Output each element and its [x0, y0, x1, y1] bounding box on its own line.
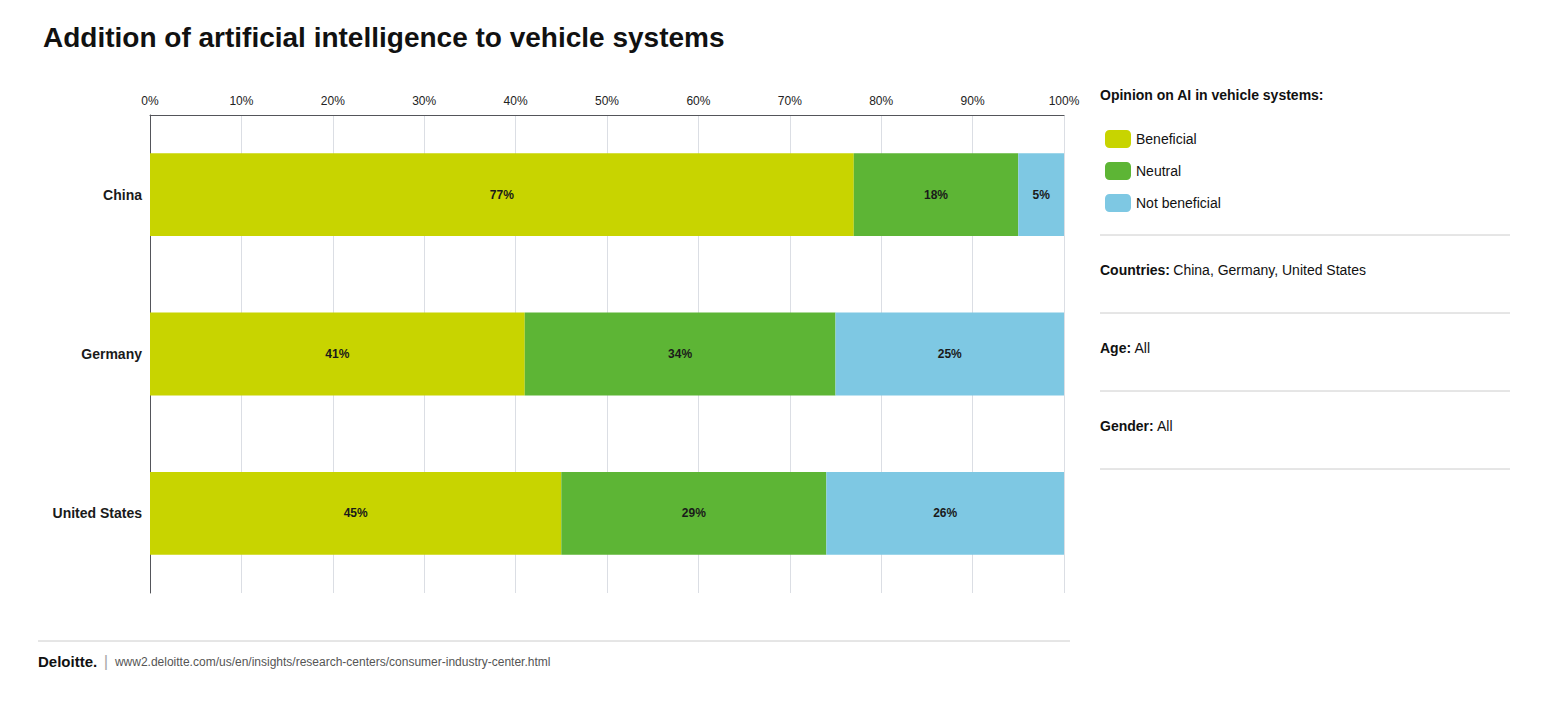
- svg-text:10%: 10%: [229, 94, 253, 108]
- svg-text:100%: 100%: [1049, 94, 1080, 108]
- svg-text:70%: 70%: [778, 94, 802, 108]
- svg-text:45%: 45%: [344, 506, 368, 520]
- svg-text:Opinion on AI in vehicle syste: Opinion on AI in vehicle systems:: [1100, 87, 1324, 103]
- svg-text:18%: 18%: [924, 188, 948, 202]
- svg-text:41%: 41%: [325, 347, 349, 361]
- svg-text:Age:: Age:: [1100, 340, 1131, 356]
- svg-text:Neutral: Neutral: [1136, 163, 1181, 179]
- svg-text:Not beneficial: Not beneficial: [1136, 195, 1221, 211]
- svg-text:40%: 40%: [504, 94, 528, 108]
- svg-text:Gender:: Gender:: [1100, 418, 1154, 434]
- svg-text:20%: 20%: [321, 94, 345, 108]
- svg-text:Deloitte.: Deloitte.: [38, 653, 97, 670]
- svg-text:All: All: [1157, 418, 1173, 434]
- svg-text:25%: 25%: [938, 347, 962, 361]
- svg-text:60%: 60%: [686, 94, 710, 108]
- svg-text:Addition of artificial intelli: Addition of artificial intelligence to v…: [43, 22, 725, 53]
- svg-text:30%: 30%: [412, 94, 436, 108]
- svg-text:50%: 50%: [595, 94, 619, 108]
- svg-text:All: All: [1134, 340, 1150, 356]
- svg-text:5%: 5%: [1032, 188, 1050, 202]
- svg-text:Countries:: Countries:: [1100, 262, 1170, 278]
- svg-text:77%: 77%: [490, 188, 514, 202]
- svg-text:0%: 0%: [141, 94, 159, 108]
- svg-text:www2.deloitte.com/us/en/insigh: www2.deloitte.com/us/en/insights/researc…: [114, 655, 551, 669]
- svg-text:Germany: Germany: [81, 346, 142, 362]
- svg-text:United States: United States: [53, 505, 143, 521]
- svg-text:China, Germany, United States: China, Germany, United States: [1173, 262, 1366, 278]
- svg-text:26%: 26%: [933, 506, 957, 520]
- svg-text:34%: 34%: [668, 347, 692, 361]
- svg-text:90%: 90%: [961, 94, 985, 108]
- svg-text:29%: 29%: [682, 506, 706, 520]
- svg-text:Beneficial: Beneficial: [1136, 131, 1197, 147]
- svg-text:80%: 80%: [869, 94, 893, 108]
- svg-text:China: China: [103, 187, 142, 203]
